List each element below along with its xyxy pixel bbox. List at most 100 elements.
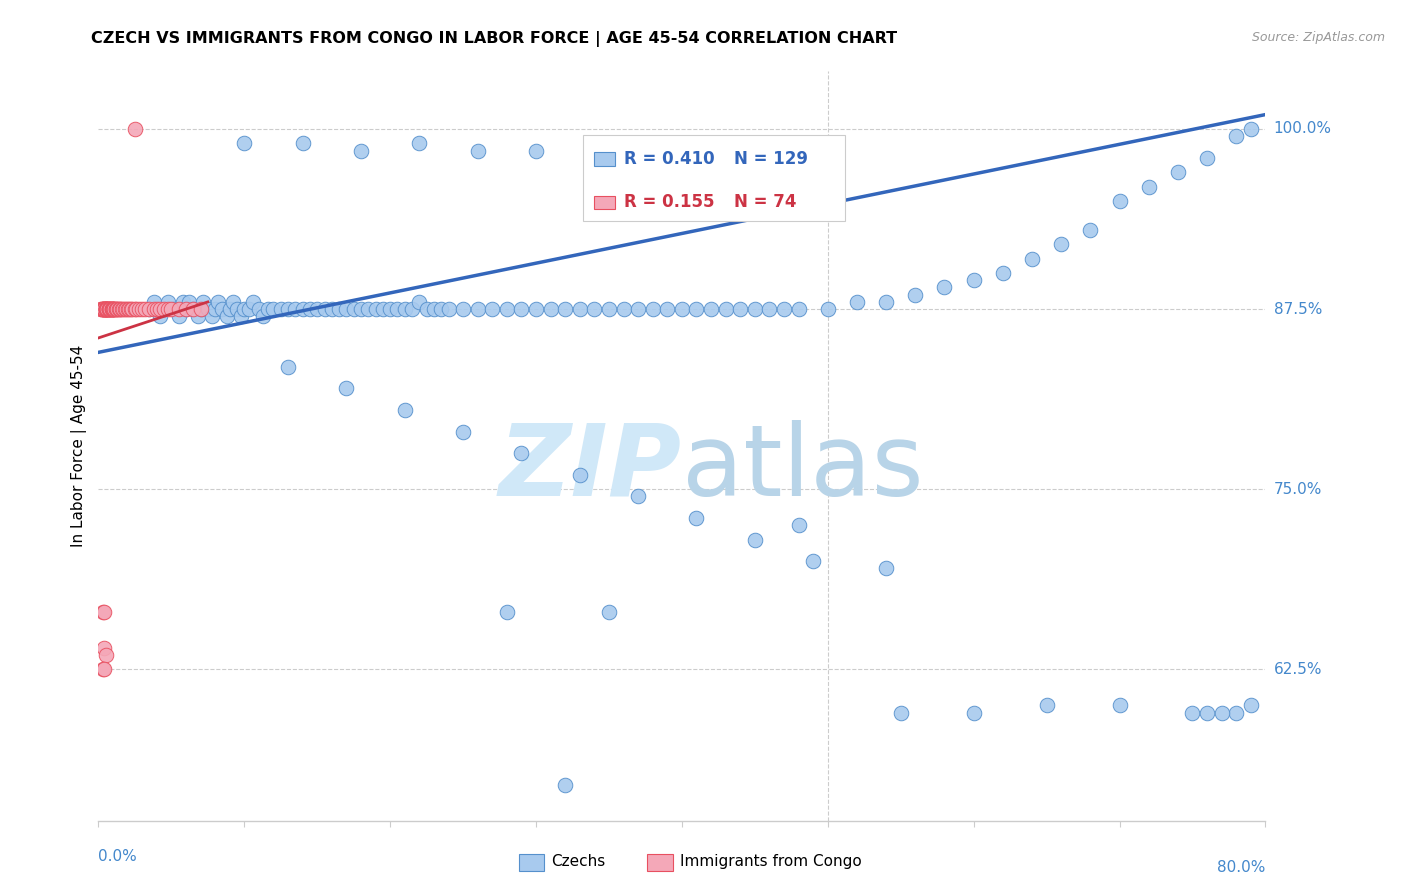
Point	[91, 302, 114, 317]
Text: Immigrants from Congo: Immigrants from Congo	[679, 855, 862, 870]
Point	[467, 144, 489, 158]
Point	[233, 136, 256, 151]
Point	[104, 302, 127, 317]
Point	[787, 518, 810, 533]
Point	[103, 302, 125, 317]
Point	[437, 302, 460, 317]
Point	[962, 706, 984, 720]
Point	[98, 302, 121, 317]
Point	[93, 302, 115, 317]
Point	[641, 144, 664, 158]
Point	[172, 294, 194, 309]
Point	[163, 302, 186, 317]
Point	[1211, 706, 1233, 720]
Point	[105, 302, 128, 317]
Point	[758, 136, 780, 151]
Point	[96, 302, 118, 317]
Point	[153, 302, 176, 317]
Bar	[647, 855, 672, 871]
Point	[904, 287, 927, 301]
Point	[801, 554, 824, 568]
Point	[627, 490, 650, 504]
Point	[554, 302, 576, 317]
Point	[394, 302, 416, 317]
Point	[110, 302, 132, 317]
Point	[335, 302, 357, 317]
Point	[612, 302, 634, 317]
Point	[744, 302, 766, 317]
Bar	[582, 135, 845, 221]
Point	[408, 136, 430, 151]
Point	[238, 302, 260, 317]
Point	[1225, 706, 1247, 720]
Point	[110, 302, 132, 317]
Text: R = 0.410: R = 0.410	[623, 150, 714, 169]
Point	[174, 302, 197, 317]
Point	[467, 302, 489, 317]
Point	[314, 302, 336, 317]
Point	[94, 302, 117, 317]
Point	[142, 302, 165, 317]
Point	[773, 302, 796, 317]
Point	[111, 302, 134, 317]
Point	[93, 302, 115, 317]
Point	[181, 302, 204, 317]
Point	[583, 302, 606, 317]
Bar	[519, 855, 544, 871]
Text: N = 129: N = 129	[734, 150, 808, 169]
Point	[181, 302, 204, 317]
Bar	[595, 195, 616, 209]
Point	[1240, 122, 1263, 136]
Point	[118, 302, 141, 317]
Point	[284, 302, 307, 317]
Point	[96, 302, 118, 317]
Point	[307, 302, 329, 317]
Point	[218, 302, 240, 317]
Point	[96, 302, 118, 317]
Point	[1195, 706, 1218, 720]
Point	[231, 310, 253, 324]
Point	[291, 136, 314, 151]
Point	[93, 302, 115, 317]
Point	[124, 122, 146, 136]
Point	[90, 302, 112, 317]
Point	[700, 144, 723, 158]
Point	[875, 561, 897, 575]
Bar	[595, 153, 616, 166]
Point	[98, 302, 121, 317]
Point	[817, 302, 839, 317]
Point	[93, 662, 115, 676]
Text: atlas: atlas	[682, 420, 924, 517]
Point	[700, 302, 723, 317]
Point	[91, 302, 114, 317]
Point	[1225, 129, 1247, 144]
Point	[1108, 698, 1130, 713]
Text: 80.0%: 80.0%	[1218, 860, 1265, 874]
Point	[343, 302, 366, 317]
Point	[97, 302, 120, 317]
Point	[540, 302, 562, 317]
Point	[277, 302, 299, 317]
Point	[94, 648, 117, 662]
Point	[1167, 165, 1189, 179]
Point	[124, 302, 146, 317]
Point	[247, 302, 270, 317]
Point	[233, 302, 256, 317]
Point	[510, 446, 533, 460]
Point	[190, 302, 212, 317]
Text: 75.0%: 75.0%	[1274, 482, 1322, 497]
Point	[149, 302, 172, 317]
Point	[117, 302, 139, 317]
Point	[262, 302, 284, 317]
Point	[94, 302, 117, 317]
Point	[394, 403, 416, 417]
Point	[215, 310, 238, 324]
Point	[714, 302, 737, 317]
Point	[207, 294, 229, 309]
Point	[98, 302, 121, 317]
Point	[401, 302, 423, 317]
Point	[451, 425, 474, 439]
Point	[190, 302, 212, 317]
Point	[115, 302, 138, 317]
Point	[321, 302, 343, 317]
